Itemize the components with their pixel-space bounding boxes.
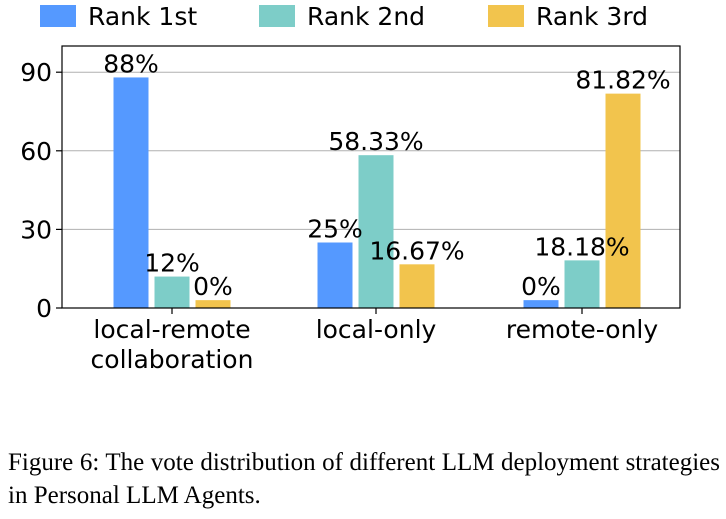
legend-swatch — [40, 5, 76, 27]
bar-value-label: 81.82% — [575, 66, 670, 95]
y-tick-labels: 0 30 60 90 — [20, 58, 62, 323]
x-tick-label: local-only — [316, 315, 437, 344]
bars — [113, 77, 641, 309]
x-tick-label: remote-only — [506, 315, 659, 344]
bar-value-label: 58.33% — [328, 127, 423, 156]
legend-label: Rank 3rd — [536, 2, 648, 31]
bar-value-label: 25% — [307, 215, 363, 244]
y-tick-label: 60 — [20, 137, 52, 166]
legend-swatch — [259, 5, 295, 27]
legend: Rank 1st Rank 2nd Rank 3rd — [40, 2, 648, 31]
bar — [399, 264, 435, 308]
legend-swatch — [488, 5, 524, 27]
bar-chart: Rank 1st Rank 2nd Rank 3rd 88%25%0%12%58.3… — [20, 2, 681, 374]
bar — [154, 276, 190, 308]
bar — [605, 93, 641, 309]
bar-value-label: 88% — [103, 49, 159, 78]
figure-caption: Figure 6: The vote distribution of diffe… — [8, 449, 720, 509]
bar-value-label: 16.67% — [369, 236, 464, 265]
axes — [61, 45, 681, 309]
x-tick-label: collaboration — [91, 345, 254, 374]
legend-label: Rank 1st — [88, 2, 197, 31]
bar-value-label: 18.18% — [534, 232, 629, 261]
bar — [564, 260, 600, 308]
bar-labels: 88%25%0%12%58.33%18.18%0%16.67%81.82% — [103, 49, 670, 301]
plot-frame — [61, 45, 681, 309]
x-tick-label: local-remote — [93, 315, 250, 344]
y-tick-label: 30 — [20, 215, 52, 244]
y-tick-label: 0 — [36, 294, 52, 323]
legend-label: Rank 2nd — [307, 2, 425, 31]
y-tick-label: 90 — [20, 58, 52, 87]
bar — [195, 300, 231, 308]
bar — [113, 77, 149, 308]
bar-value-label: 12% — [144, 249, 200, 278]
bar-value-label: 0% — [521, 272, 561, 301]
bar — [358, 155, 394, 308]
bar — [523, 300, 559, 308]
bar — [317, 242, 353, 308]
bar-value-label: 0% — [193, 272, 233, 301]
